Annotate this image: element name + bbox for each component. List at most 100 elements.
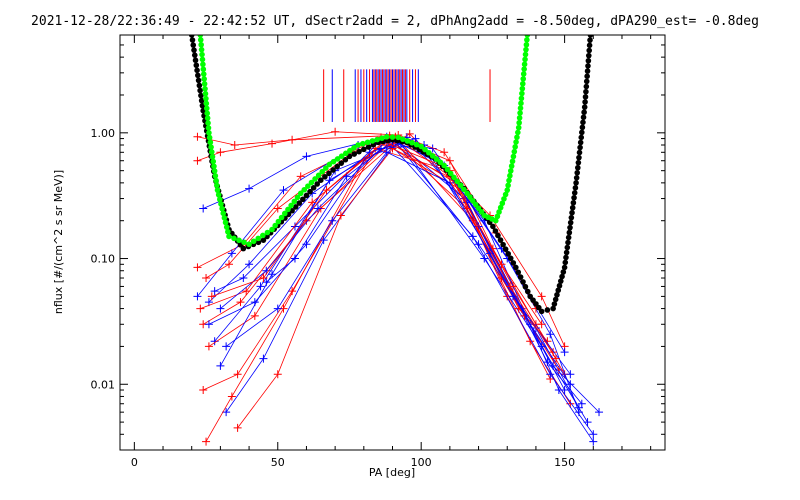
- fit-curve-point: [260, 237, 267, 243]
- fit-curve-point: [213, 177, 219, 184]
- fit-curve-point: [203, 95, 209, 102]
- fit-curve-point: [223, 224, 230, 230]
- profile-point: [268, 139, 277, 148]
- fit-curve-point: [200, 61, 206, 68]
- fit-curve-point: [413, 141, 420, 148]
- fit-curve-point: [217, 196, 223, 203]
- fit-curve-point: [310, 185, 317, 191]
- fit-curve-point: [504, 187, 511, 193]
- fit-curve-point: [508, 163, 515, 169]
- fit-curve-point: [585, 63, 591, 69]
- fit-curve-point: [231, 235, 237, 242]
- profile-point: [508, 292, 517, 301]
- fit-curve-point: [497, 237, 504, 243]
- fit-curve-point: [441, 162, 447, 169]
- fit-curve-point: [199, 56, 206, 63]
- fit-curve-point: [206, 130, 212, 136]
- fit-curve-point: [418, 143, 424, 150]
- fit-curve-point: [195, 77, 202, 84]
- fit-curve-point: [490, 223, 496, 230]
- fit-curve-point: [361, 146, 367, 153]
- fit-curve-point: [563, 254, 569, 261]
- profile-point: [227, 392, 236, 401]
- fit-curve-point: [550, 305, 556, 312]
- fit-curve-point: [260, 232, 266, 239]
- fit-curve-point: [197, 87, 203, 94]
- profile-point: [230, 141, 239, 150]
- fit-curve-point: [559, 273, 565, 280]
- fit-curve-point: [250, 238, 257, 245]
- fit-curve-point: [236, 237, 242, 244]
- fit-curve-point: [383, 133, 390, 140]
- fit-curve-point: [204, 110, 210, 117]
- profile-point: [193, 132, 202, 141]
- profile-line-group: [193, 127, 604, 446]
- fit-curve-point: [575, 159, 582, 166]
- fit-curve-point: [461, 186, 467, 193]
- fit-curve-point: [571, 190, 578, 196]
- y-tick-label: 0.01: [91, 378, 116, 391]
- profile-point: [566, 380, 575, 389]
- fit-curve-point: [582, 99, 588, 105]
- fit-curve-point: [360, 140, 366, 147]
- fit-curve-point: [520, 279, 526, 285]
- profile-point: [227, 249, 236, 258]
- fit-curve-point: [192, 57, 199, 64]
- fit-curve-point: [513, 264, 519, 271]
- profile-point: [193, 263, 202, 272]
- fit-curve-point: [351, 144, 357, 151]
- fit-curve-point: [515, 269, 522, 276]
- profile-point: [549, 361, 558, 370]
- x-tick-label: 50: [271, 456, 285, 469]
- fit-curve-point: [369, 138, 376, 144]
- sector-mark-group: [323, 69, 491, 122]
- fit-curve-point: [556, 282, 563, 289]
- fit-curve-point: [338, 160, 345, 166]
- profile-point: [554, 386, 563, 395]
- fit-curve-point: [565, 234, 572, 241]
- profile-point: [233, 370, 242, 379]
- fit-curve-point: [374, 136, 381, 143]
- fit-curve-point: [507, 255, 514, 262]
- profile-point: [290, 254, 299, 263]
- fit-curve-point: [191, 52, 198, 58]
- profile-point: [428, 144, 437, 153]
- x-tick-label: 100: [411, 456, 432, 469]
- fit-curve-point: [199, 51, 205, 58]
- fit-curve-point: [512, 144, 518, 150]
- profile-point: [322, 186, 331, 195]
- fit-curve-point: [294, 194, 301, 201]
- y-axis-label: nflux [#/(cm^2 s sr MeV)]: [52, 170, 65, 314]
- fit-curve-point: [502, 191, 509, 198]
- fit-curve-point: [516, 119, 522, 126]
- profile-point: [199, 386, 208, 395]
- profile-point: [382, 148, 391, 157]
- fit-curve-point: [560, 269, 567, 275]
- fit-curve-point: [326, 170, 332, 177]
- fit-curve-point: [561, 264, 568, 271]
- profile-point: [313, 204, 322, 213]
- fit-curve-point: [219, 205, 225, 212]
- profile-point: [290, 222, 299, 231]
- fit-curve-point: [196, 82, 203, 89]
- fit-curve-point: [218, 201, 224, 207]
- fit-curve-point: [389, 134, 396, 140]
- fit-curve-point: [334, 156, 341, 162]
- fit-curve-point: [496, 209, 502, 215]
- fit-curve-point: [523, 41, 530, 48]
- fit-curve-point: [565, 239, 571, 246]
- fit-curve-point: [579, 129, 585, 136]
- fit-curve-point: [518, 95, 525, 102]
- fit-curve-point: [581, 104, 588, 110]
- fit-curve-point: [571, 194, 577, 201]
- fit-curve-point: [583, 78, 590, 85]
- fit-curve-point: [212, 173, 219, 179]
- fit-curve-point: [395, 134, 402, 141]
- profile-series: [199, 132, 583, 417]
- fit-curve-point: [355, 142, 361, 148]
- fit-curve-point: [351, 151, 358, 157]
- profile-series: [216, 141, 604, 417]
- profile-point: [302, 152, 311, 161]
- fit-curve-point: [198, 46, 205, 53]
- fit-curve-point: [190, 42, 197, 48]
